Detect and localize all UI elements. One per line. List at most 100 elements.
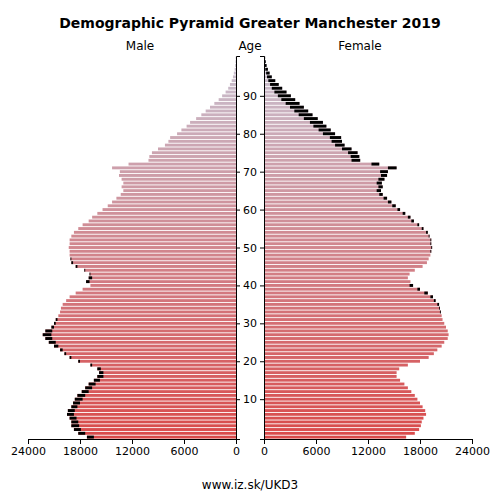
tick-mark [184, 439, 185, 444]
bar [264, 436, 406, 439]
surplus [411, 220, 414, 223]
surplus [60, 348, 63, 351]
bar [112, 201, 236, 204]
bar [71, 261, 236, 264]
surplus [304, 117, 318, 120]
tick-mark [236, 361, 240, 362]
bar [264, 75, 272, 78]
bar [234, 72, 236, 75]
surplus [89, 276, 92, 279]
surplus [73, 402, 80, 405]
tick [260, 96, 264, 97]
tick-label: 40 [243, 279, 257, 292]
bar [264, 98, 295, 101]
bar [56, 318, 236, 321]
surplus [408, 216, 411, 219]
bar [264, 163, 379, 166]
bar [264, 178, 384, 181]
bar [264, 337, 448, 340]
tick [260, 134, 264, 135]
bar [87, 436, 236, 439]
bar [264, 193, 383, 196]
surplus [68, 409, 75, 412]
surplus [397, 208, 400, 211]
surplus [294, 110, 308, 113]
bar [190, 121, 236, 124]
bar [264, 280, 410, 283]
surplus [384, 197, 387, 200]
tick-label: 70 [243, 166, 257, 179]
tick: 24000 [455, 439, 490, 458]
surplus [348, 151, 358, 154]
surplus [45, 329, 52, 332]
bar [75, 398, 236, 401]
tick-mark [260, 399, 264, 400]
bar [43, 333, 236, 336]
surplus [290, 106, 304, 109]
bar [70, 295, 236, 298]
bar [228, 87, 236, 90]
tick: 6000 [171, 439, 199, 458]
bar [264, 254, 430, 257]
surplus [78, 432, 85, 435]
x-axis: 06000120001800024000 [261, 439, 490, 458]
bar [264, 155, 359, 158]
bar [264, 246, 432, 249]
surplus [56, 318, 58, 321]
bar [264, 147, 352, 150]
surplus [90, 364, 92, 367]
tick [260, 172, 264, 173]
tick-label: 6000 [171, 445, 199, 458]
bar [264, 235, 430, 238]
bar [264, 94, 291, 97]
bar [264, 250, 431, 253]
bar [123, 182, 236, 185]
tick [260, 399, 264, 400]
bar [264, 128, 331, 131]
bar [264, 295, 433, 298]
surplus [70, 356, 72, 359]
surplus [377, 182, 382, 185]
surplus [351, 155, 360, 158]
tick-mark [28, 439, 29, 444]
bar [152, 151, 236, 154]
surplus [74, 428, 81, 431]
bar [108, 204, 236, 207]
tick-label: 20 [243, 355, 257, 368]
bar [264, 79, 275, 82]
bar [264, 307, 440, 310]
tick-label: 80 [243, 128, 257, 141]
tick-mark [236, 285, 240, 286]
bar [85, 386, 236, 389]
bar [82, 390, 236, 393]
bar [89, 220, 236, 223]
bar [264, 273, 410, 276]
tick-label: 18000 [63, 445, 98, 458]
bar [264, 265, 423, 268]
tick: 12000 [115, 439, 150, 458]
bar [206, 110, 236, 113]
bar [78, 360, 236, 363]
bar [92, 216, 236, 219]
bar [112, 166, 236, 169]
bar [264, 223, 419, 226]
bar [264, 367, 399, 370]
tick-label: 18000 [403, 445, 438, 458]
bar [264, 238, 431, 241]
bar [264, 151, 358, 154]
tick-mark [80, 439, 81, 444]
tick: 24000 [11, 439, 46, 458]
tick-mark [260, 248, 264, 249]
surplus [54, 322, 56, 325]
surplus [265, 64, 267, 67]
bar [122, 185, 236, 188]
bar [264, 333, 449, 336]
surplus [428, 235, 430, 238]
tick-mark [260, 134, 264, 135]
source: www.iz.sk/UKD3 [202, 478, 298, 492]
bar [210, 106, 236, 109]
bar [120, 170, 236, 173]
bar [68, 409, 236, 412]
bar [94, 379, 236, 382]
tick-mark [260, 285, 264, 286]
